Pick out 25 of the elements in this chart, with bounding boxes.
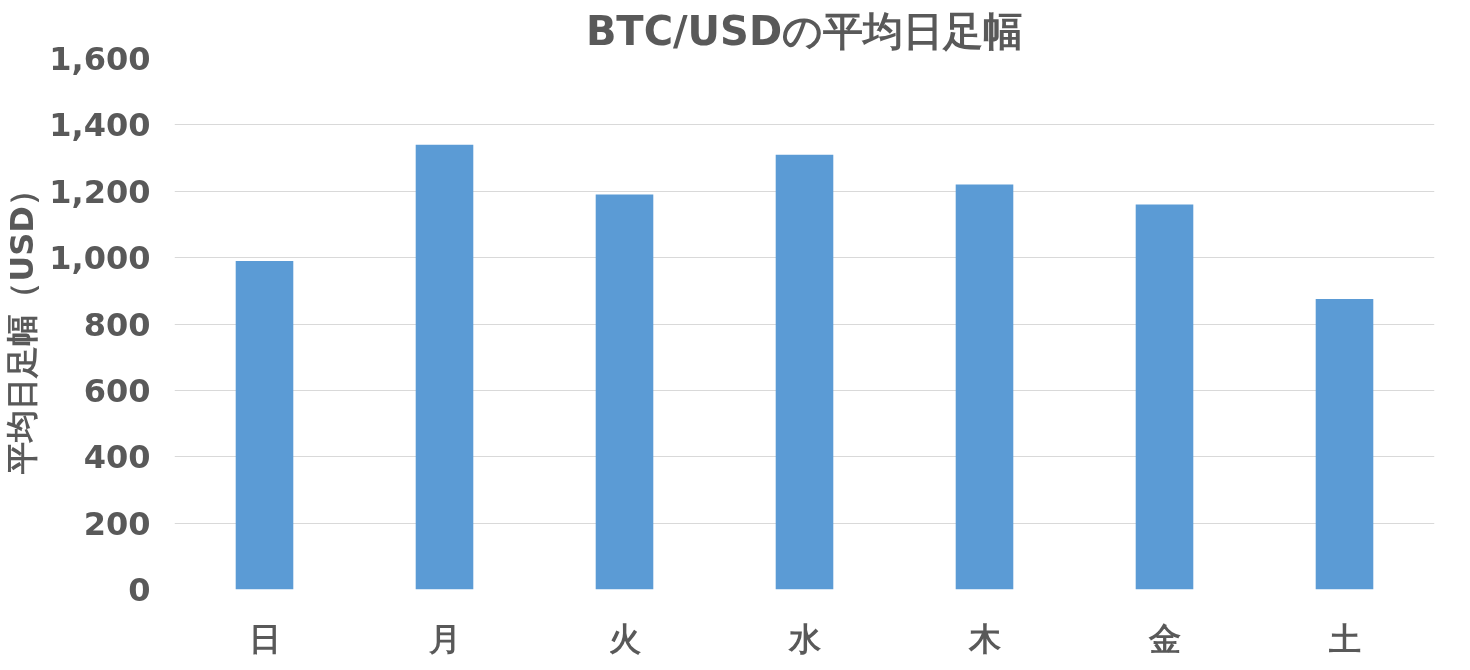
y-tick-label: 800 (83, 305, 151, 344)
y-tick-label: 0 (128, 571, 151, 609)
bar (415, 144, 474, 590)
y-tick-label: 400 (83, 438, 151, 477)
x-tick-label: 金 (1147, 619, 1181, 658)
x-tick-label: 水 (787, 619, 822, 658)
chart-title: BTC/USDの平均日足幅 (585, 7, 1024, 54)
bar (595, 194, 654, 590)
y-tick-label: 1,600 (49, 40, 151, 78)
bar (1135, 204, 1194, 590)
bar (1315, 299, 1374, 590)
y-tick-label: 600 (83, 371, 151, 410)
x-tick-label: 月 (427, 619, 461, 658)
bar (235, 260, 294, 590)
x-tick-label: 土 (1327, 619, 1361, 658)
y-tick-label: 200 (83, 504, 151, 543)
x-tick-label: 日 (248, 619, 281, 658)
x-tick-label: 木 (967, 619, 1001, 658)
y-tick-label: 1,000 (49, 239, 151, 278)
y-axis-title: 平均日足幅（USD） (3, 174, 42, 475)
y-tick-label: 1,200 (49, 172, 151, 211)
bar (955, 184, 1014, 590)
x-tick-label: 火 (608, 619, 641, 658)
bar (775, 154, 834, 590)
y-tick-label: 1,400 (49, 106, 151, 145)
